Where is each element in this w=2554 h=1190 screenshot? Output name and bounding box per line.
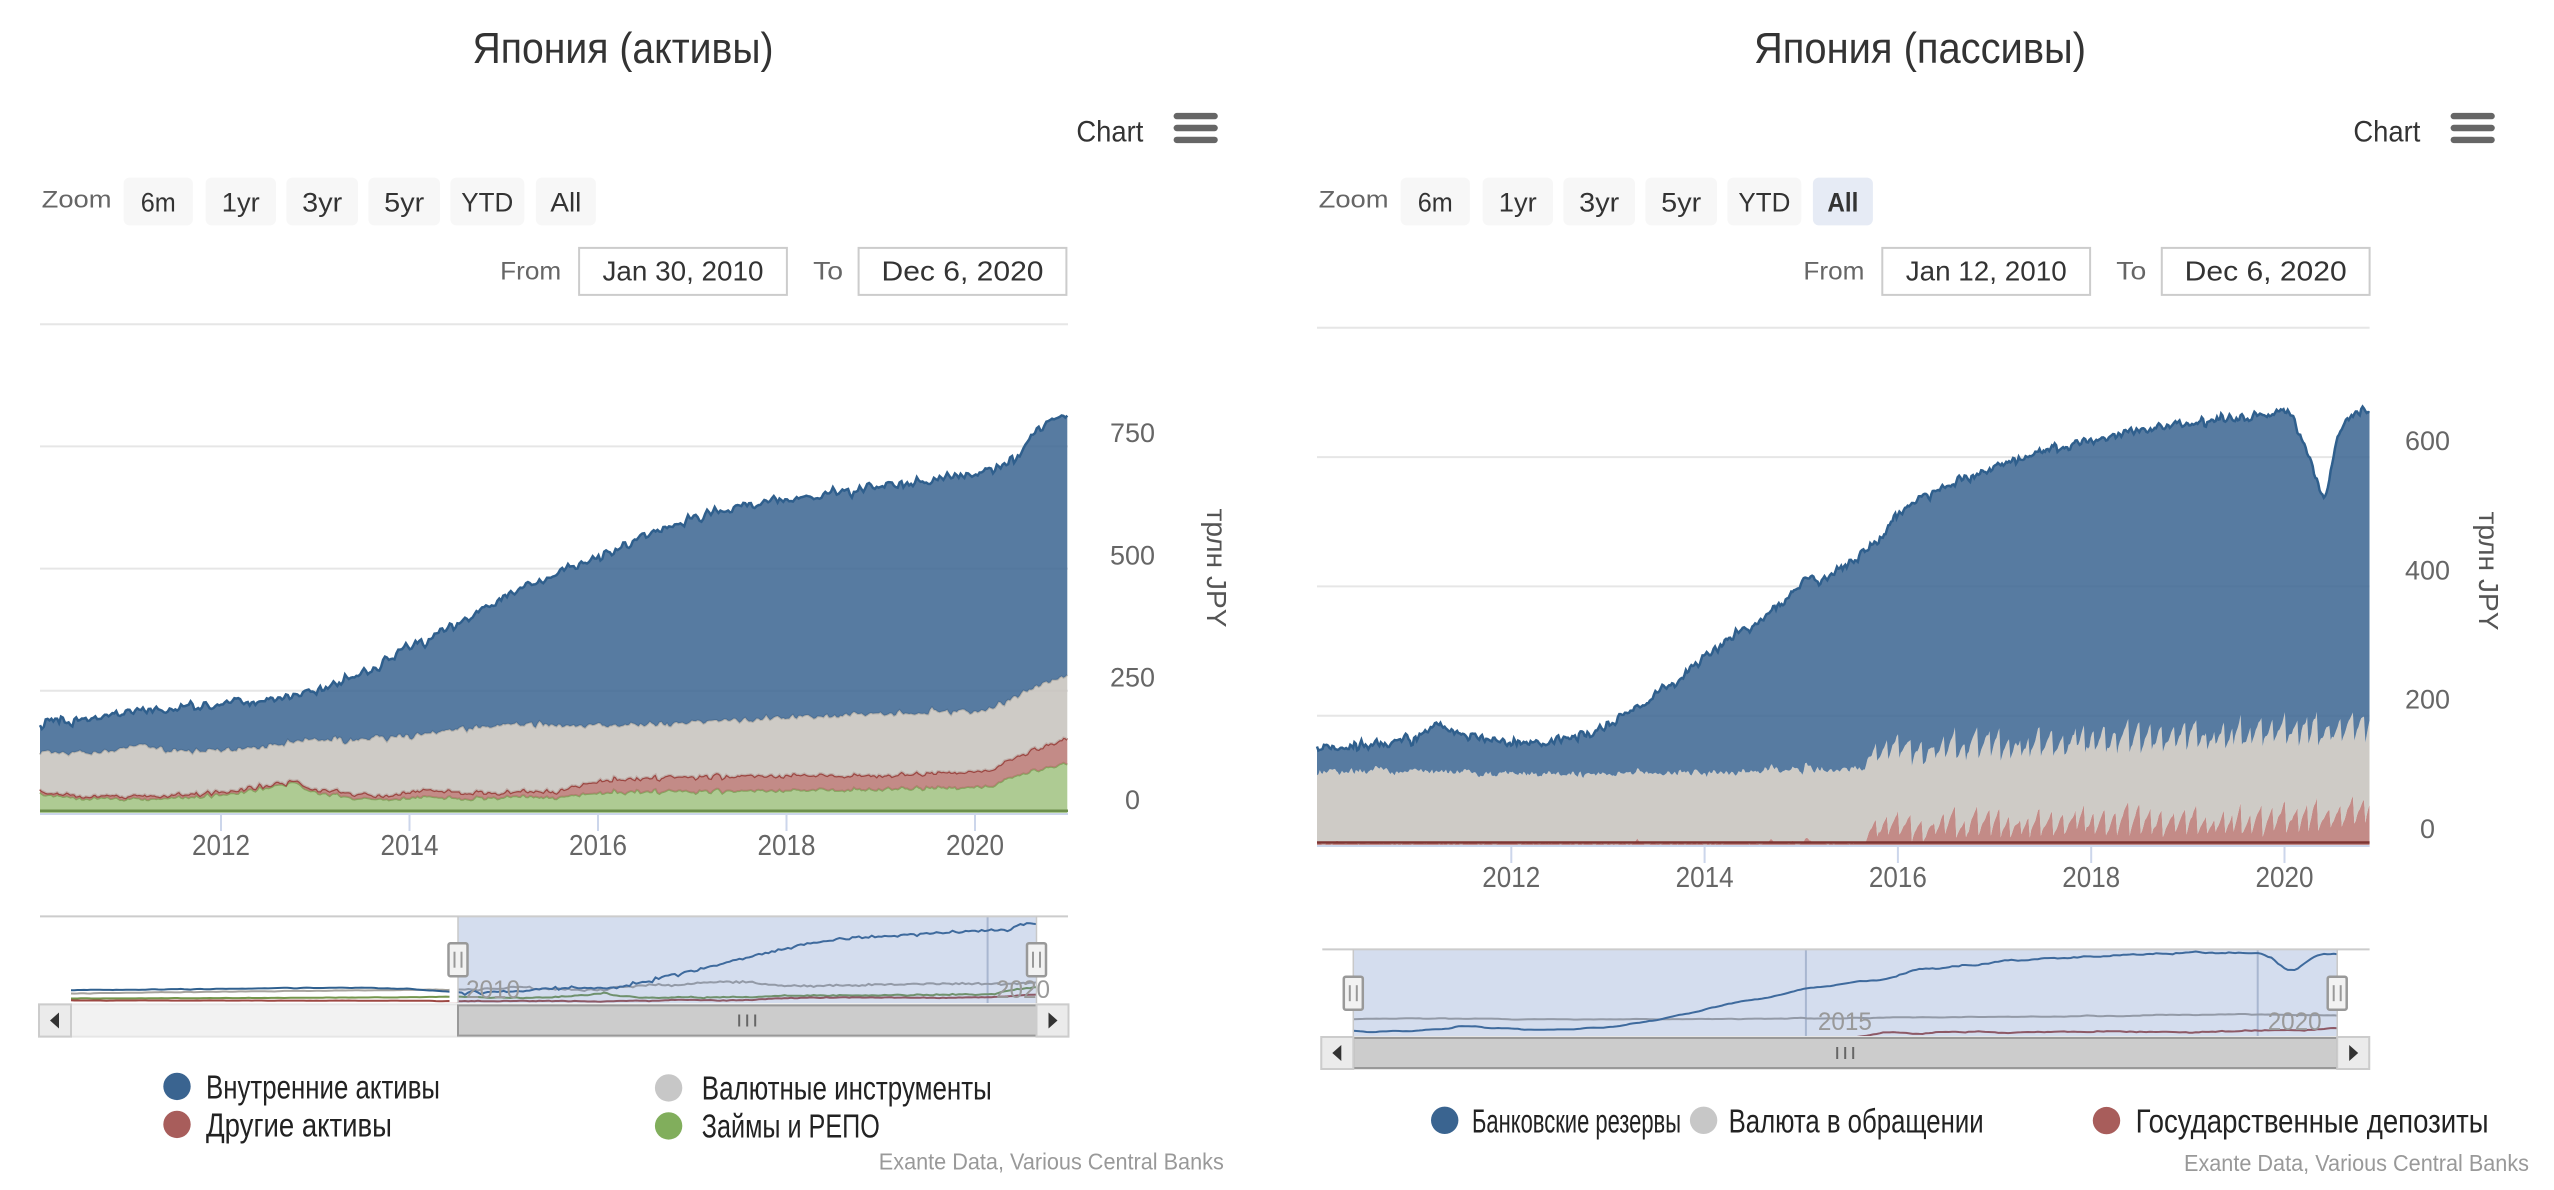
svg-text:Dec 6, 2020: Dec 6, 2020 — [2185, 256, 2347, 287]
svg-text:2014: 2014 — [1676, 862, 1734, 894]
svg-text:Jan 30, 2010: Jan 30, 2010 — [603, 256, 764, 287]
svg-text:Chart: Chart — [2353, 116, 2421, 149]
svg-text:Exante Data, Various Central B: Exante Data, Various Central Banks — [2184, 1150, 2529, 1176]
svg-text:Япония (активы): Япония (активы) — [473, 24, 774, 73]
svg-text:750: 750 — [1110, 418, 1155, 448]
svg-text:YTD: YTD — [1738, 187, 1790, 217]
svg-text:To: To — [2116, 258, 2146, 286]
svg-text:500: 500 — [1110, 540, 1155, 570]
svg-text:Zoom: Zoom — [1319, 186, 1389, 213]
svg-text:250: 250 — [1110, 663, 1155, 693]
svg-text:400: 400 — [2405, 555, 2450, 585]
svg-text:All: All — [550, 187, 581, 217]
svg-text:2020: 2020 — [2268, 1008, 2322, 1036]
svg-text:2018: 2018 — [758, 830, 816, 862]
svg-text:Валюта в обращении: Валюта в обращении — [1729, 1103, 1984, 1140]
svg-text:Внутренние активы: Внутренние активы — [206, 1069, 440, 1106]
svg-text:Exante Data, Various Central B: Exante Data, Various Central Banks — [879, 1149, 1224, 1175]
svg-text:Япония (пассивы): Япония (пассивы) — [1754, 24, 2086, 73]
svg-text:Банковские резервы: Банковские резервы — [1472, 1103, 1681, 1140]
svg-text:2018: 2018 — [2062, 862, 2120, 894]
svg-text:0: 0 — [2420, 814, 2435, 844]
svg-text:All: All — [1827, 187, 1858, 217]
svg-text:2020: 2020 — [2256, 862, 2314, 894]
svg-text:Zoom: Zoom — [42, 186, 112, 213]
svg-text:2020: 2020 — [946, 830, 1004, 862]
svg-text:Государственные депозиты: Государственные депозиты — [2136, 1103, 2489, 1140]
svg-text:2012: 2012 — [1482, 862, 1540, 894]
svg-text:Jan 12, 2010: Jan 12, 2010 — [1906, 256, 2067, 287]
svg-text:From: From — [500, 258, 561, 286]
svg-text:2020: 2020 — [996, 976, 1050, 1004]
svg-text:3yr: 3yr — [302, 187, 342, 217]
svg-text:From: From — [1803, 258, 1864, 286]
svg-text:3yr: 3yr — [1579, 187, 1619, 217]
svg-text:Dec 6, 2020: Dec 6, 2020 — [882, 256, 1044, 287]
svg-text:YTD: YTD — [461, 187, 513, 217]
svg-text:2014: 2014 — [381, 830, 439, 862]
svg-text:трлн JPY: трлн JPY — [2473, 512, 2504, 631]
svg-text:2016: 2016 — [1869, 862, 1927, 894]
svg-text:0: 0 — [1125, 785, 1140, 815]
svg-text:Chart: Chart — [1076, 116, 1144, 149]
svg-text:Валютные инструменты: Валютные инструменты — [702, 1070, 992, 1107]
svg-text:Займы и РЕПО: Займы и РЕПО — [702, 1108, 880, 1145]
svg-text:2010: 2010 — [466, 976, 520, 1004]
svg-text:5yr: 5yr — [1661, 187, 1701, 217]
svg-text:1yr: 1yr — [222, 187, 260, 217]
svg-text:Другие активы: Другие активы — [206, 1107, 392, 1144]
svg-text:5yr: 5yr — [384, 187, 424, 217]
svg-text:To: To — [813, 258, 843, 286]
svg-text:6m: 6m — [141, 187, 176, 217]
svg-text:6m: 6m — [1418, 187, 1453, 217]
svg-text:трлн JPY: трлн JPY — [1201, 509, 1232, 628]
svg-text:1yr: 1yr — [1499, 187, 1537, 217]
svg-text:600: 600 — [2405, 426, 2450, 456]
svg-text:2012: 2012 — [192, 830, 250, 862]
svg-text:200: 200 — [2405, 685, 2450, 715]
svg-text:2015: 2015 — [1818, 1008, 1872, 1036]
svg-text:2016: 2016 — [569, 830, 627, 862]
